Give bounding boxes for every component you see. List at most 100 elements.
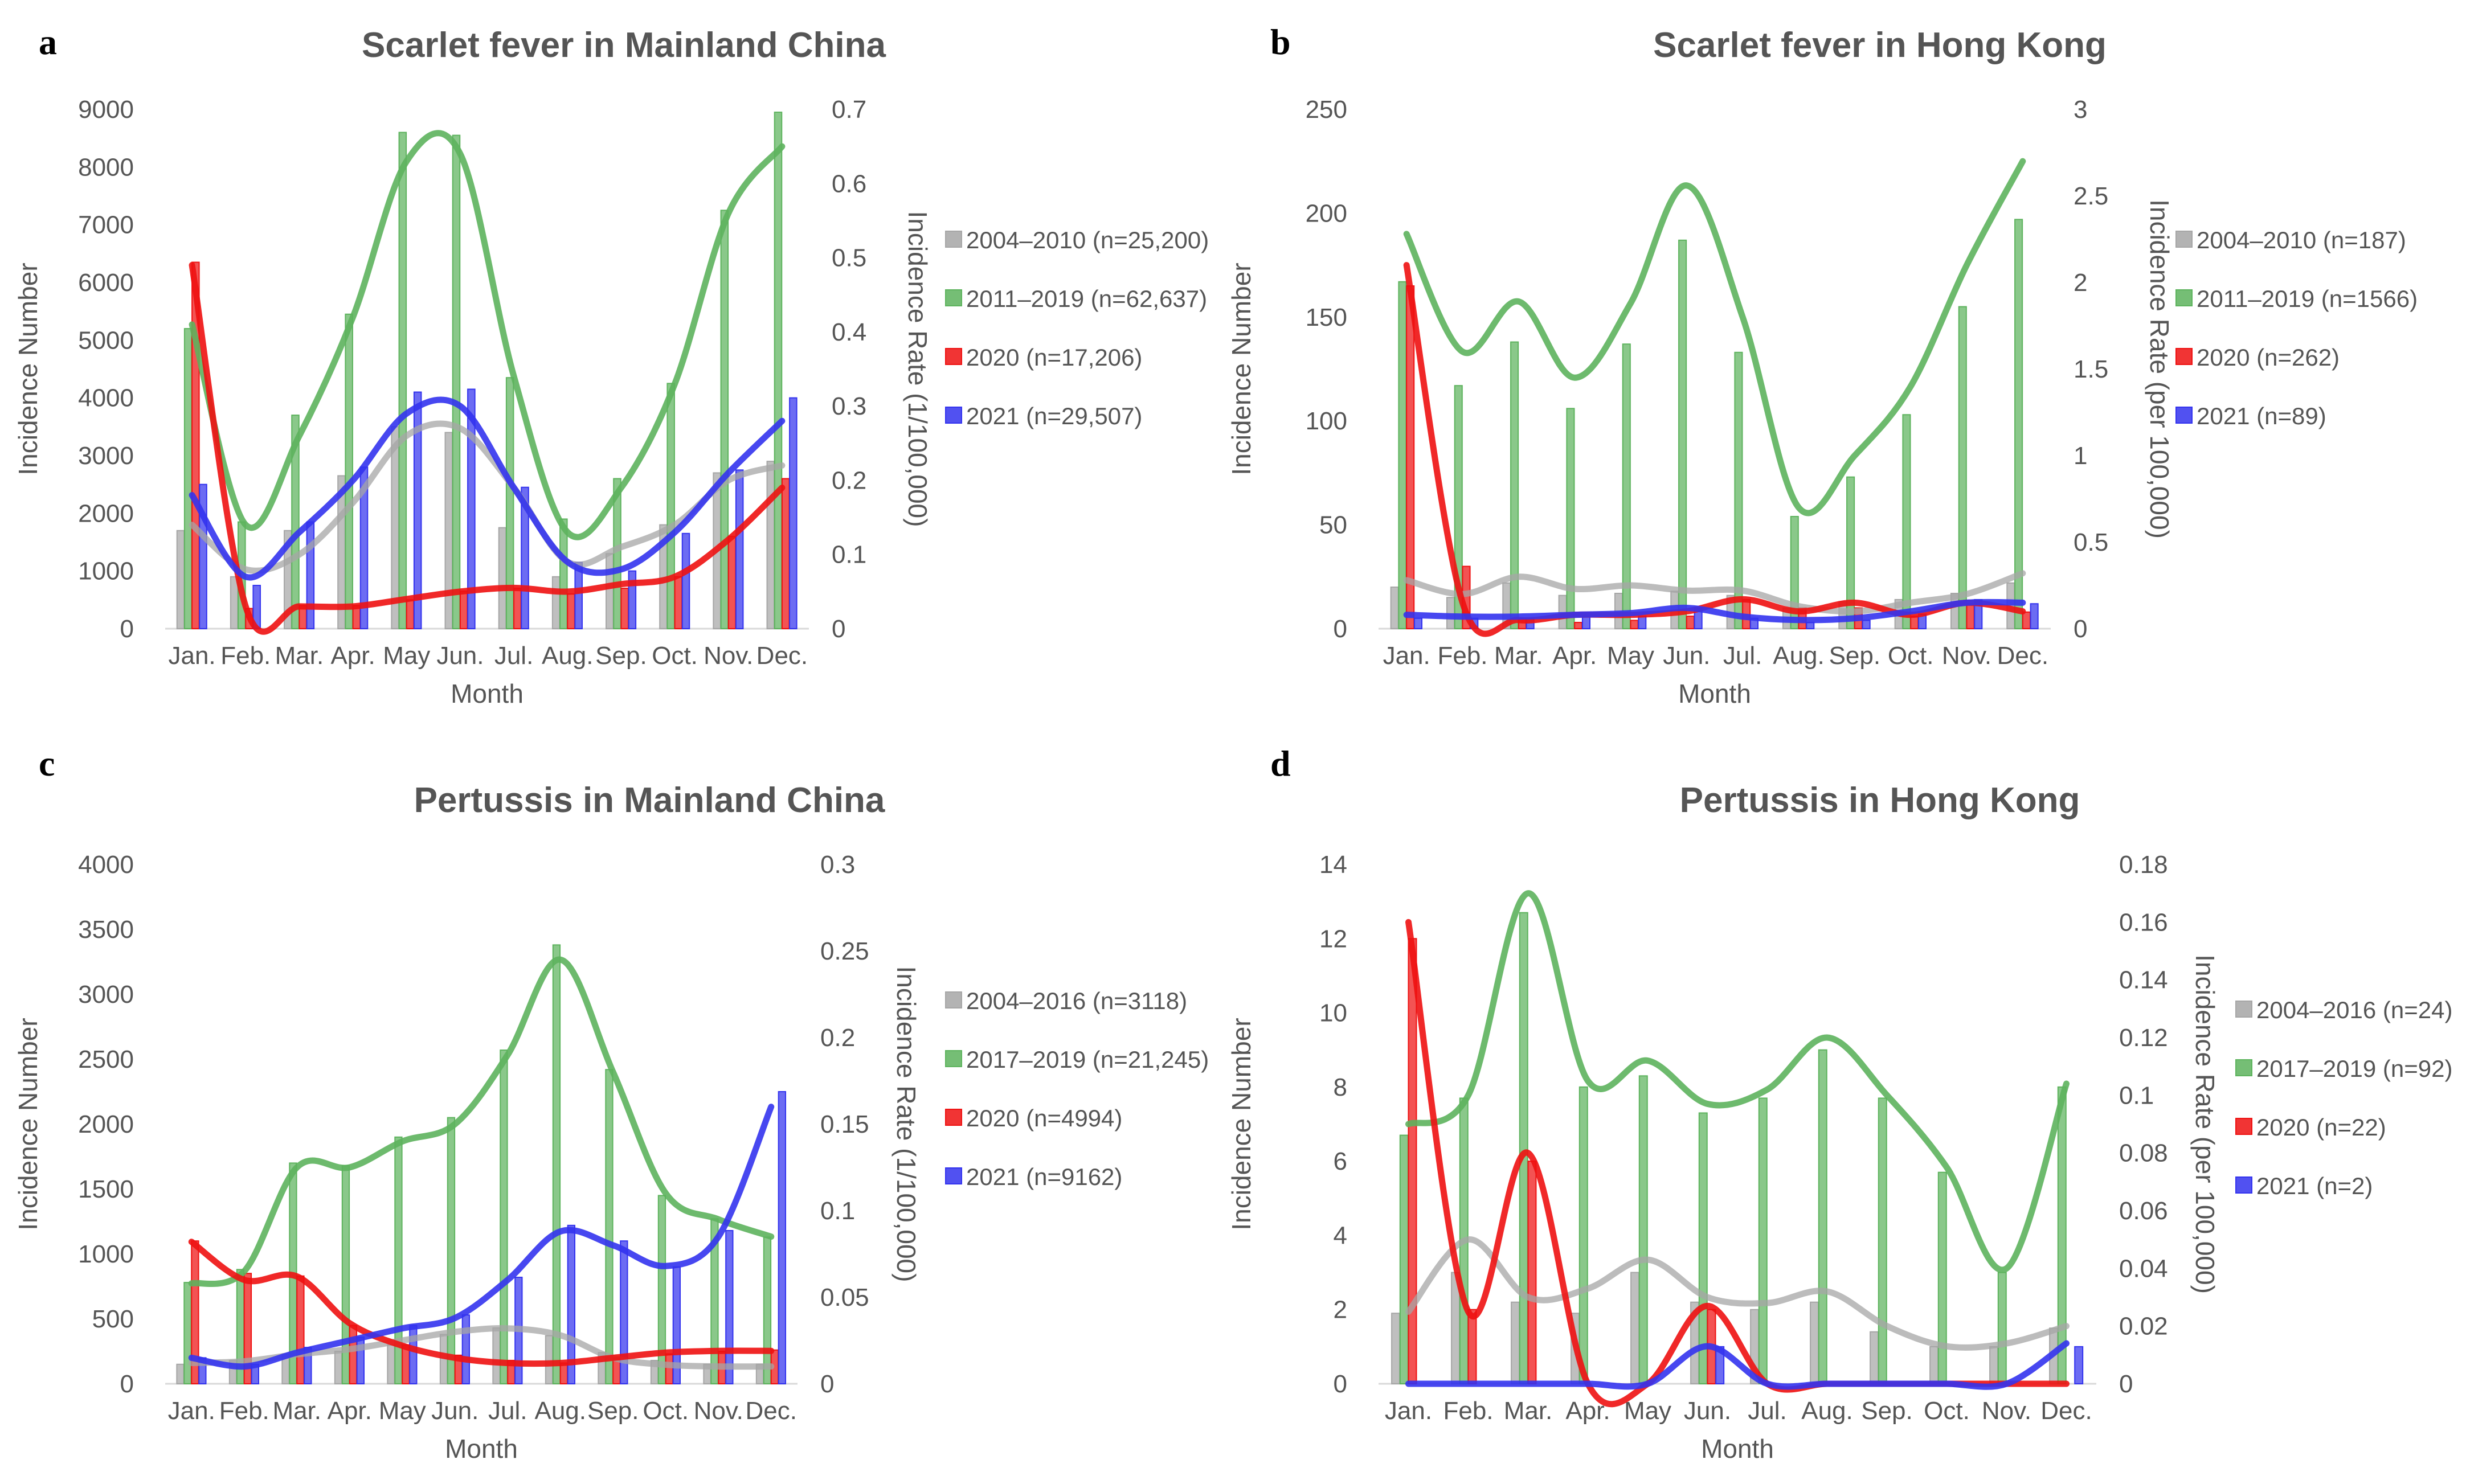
y2-tick-label: 0.3 — [832, 392, 866, 420]
x-tick-label: Oct. — [1888, 642, 1934, 670]
bar — [657, 1195, 666, 1384]
bar — [230, 576, 239, 629]
x-tick-label: Aug. — [542, 642, 594, 670]
y-tick-label: 7000 — [78, 211, 134, 239]
y2-tick-label: 0.1 — [2119, 1081, 2154, 1109]
bar — [1958, 306, 1967, 629]
x-tick-label: Dec. — [746, 1397, 797, 1425]
x-tick-label: Jul. — [488, 1397, 527, 1425]
x-tick-label: Aug. — [1801, 1397, 1853, 1425]
bar — [452, 134, 461, 630]
bar — [1937, 1171, 1947, 1385]
legend-swatch — [945, 1109, 962, 1126]
series-line — [1403, 158, 2026, 516]
legend-swatch — [2175, 407, 2193, 424]
legend: 2004–2016 (n=3118) 2017–2019 (n=21,245) 20… — [945, 987, 1209, 1190]
y2-tick-label: 0 — [2074, 615, 2087, 643]
x-tick-label: Sep. — [1829, 642, 1881, 670]
y2-tick-label: 0 — [2119, 1370, 2133, 1398]
bar — [727, 535, 737, 629]
y-tick-label: 250 — [1306, 96, 1347, 124]
y-tick-label: 0 — [1334, 1370, 1347, 1398]
chart-panel-a: a Scarlet fever in Mainland China 0 1000 200… — [13, 22, 1209, 708]
legend-label: 2021 (n=89) — [2197, 403, 2326, 429]
bar — [552, 944, 561, 1384]
y-axis-label: Incidence Number — [13, 1018, 43, 1230]
bar — [2074, 1346, 2084, 1385]
x-tick-label: Jun. — [1684, 1397, 1731, 1425]
y2-tick-label: 0.1 — [832, 541, 866, 569]
series-line — [1403, 262, 2026, 637]
legend-swatch — [2235, 1001, 2252, 1018]
chart-title: Scarlet fever in Mainland China — [362, 26, 886, 65]
bar — [306, 521, 315, 629]
series-line — [1405, 890, 2070, 1273]
y2-tick-label: 0.1 — [820, 1197, 855, 1225]
chart-title: Pertussis in Mainland China — [414, 781, 885, 820]
y2-tick-label: 0.04 — [2119, 1255, 2168, 1282]
bar — [1391, 1313, 1401, 1384]
y2-tick-label: 0.5 — [2074, 528, 2108, 556]
bar — [720, 210, 729, 630]
bar — [605, 1069, 614, 1384]
series-line — [189, 420, 786, 574]
bar — [1510, 341, 1519, 629]
x-tick-label: Jul. — [494, 642, 533, 670]
bar — [681, 532, 690, 629]
chart-title: Pertussis in Hong Kong — [1680, 781, 2080, 820]
bar — [1630, 620, 1639, 629]
bar — [1467, 1309, 1477, 1385]
y-tick-label: 2000 — [78, 1110, 134, 1138]
y-tick-label: 1000 — [78, 557, 134, 585]
panel-letter: a — [39, 22, 57, 62]
bar — [1413, 617, 1423, 630]
x-tick-label: Apr. — [1552, 642, 1597, 670]
series-line — [1405, 919, 2070, 1408]
bar — [500, 1050, 508, 1385]
y2-tick-label: 2.5 — [2074, 182, 2108, 210]
y2-tick-label: 0.16 — [2119, 908, 2168, 936]
bar — [492, 1327, 501, 1384]
legend-label: 2020 (n=262) — [2197, 344, 2340, 371]
y2-tick-label: 0.18 — [2119, 851, 2168, 879]
bar — [1678, 239, 1687, 630]
bar — [1622, 343, 1631, 629]
legend: 2004–2010 (n=25,200) 2011–2019 (n=62,637)… — [945, 227, 1209, 429]
y2-tick-label: 0.12 — [2119, 1024, 2168, 1052]
y2-axis-label: Incidence Rate (1/100,000) — [903, 211, 933, 527]
series-line — [189, 130, 786, 540]
y2-tick-label: 0.7 — [832, 96, 866, 124]
legend-swatch — [2235, 1118, 2252, 1135]
y2-axis-label: Incidence Rate (per 100,000) — [2190, 954, 2220, 1294]
bar — [467, 388, 476, 629]
series-line — [188, 1239, 775, 1367]
bar — [1511, 1301, 1520, 1385]
y-axis-label: Incidence Number — [1226, 263, 1256, 475]
series-line — [189, 262, 786, 635]
x-tick-label: Feb. — [219, 1397, 269, 1425]
bar — [1818, 1049, 1827, 1384]
panel-letter: d — [1270, 743, 1291, 784]
y-tick-label: 14 — [1319, 851, 1347, 879]
bar — [296, 1275, 305, 1385]
y2-tick-label: 0.4 — [832, 318, 866, 346]
bar — [567, 1224, 576, 1385]
bar — [551, 576, 561, 629]
x-tick-label: Apr. — [328, 1397, 372, 1425]
legend-label: 2020 (n=22) — [2256, 1114, 2386, 1141]
x-tick-label: Feb. — [220, 642, 271, 670]
bar — [387, 1344, 395, 1385]
bar — [498, 527, 507, 630]
chart-title: Scarlet fever in Hong Kong — [1653, 26, 2107, 65]
x-tick-label: Mar. — [1494, 642, 1543, 670]
bar — [183, 1282, 192, 1384]
y-tick-label: 500 — [92, 1305, 134, 1333]
y-tick-label: 10 — [1319, 999, 1347, 1027]
y2-tick-label: 0.05 — [820, 1284, 869, 1311]
bar — [291, 415, 300, 629]
y2-tick-label: 0 — [832, 615, 845, 643]
series-line — [1403, 598, 2026, 624]
y-tick-label: 6000 — [78, 269, 134, 297]
y-tick-label: 4000 — [78, 384, 134, 412]
x-tick-label: Oct. — [1924, 1397, 1970, 1425]
